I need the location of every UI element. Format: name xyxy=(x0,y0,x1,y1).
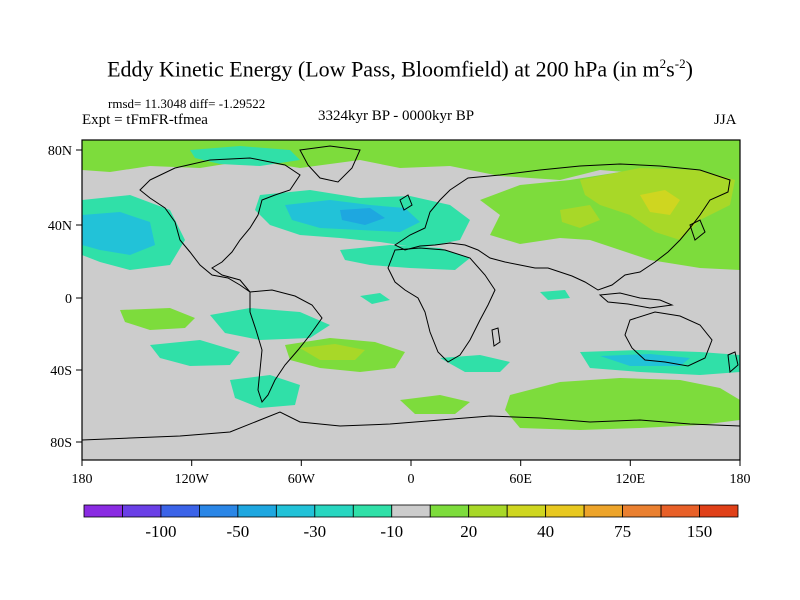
indian-ocean-negative xyxy=(440,355,510,372)
colorbar-box xyxy=(545,504,585,518)
coast-antarctica xyxy=(82,411,740,441)
lat-label-80s: 80S xyxy=(50,436,72,451)
coast-greenland xyxy=(299,145,361,183)
south-pacific-positive xyxy=(120,308,195,330)
south-ocean-negative xyxy=(230,375,300,408)
colorbar-box xyxy=(122,504,162,518)
lon-label-0: 0 xyxy=(408,472,415,487)
coast-eurasia xyxy=(394,163,731,291)
colorbar-box xyxy=(622,504,662,518)
southern-ocean-positive xyxy=(505,378,740,430)
season-label: JJA xyxy=(714,112,737,128)
colorbar-label: 20 xyxy=(460,522,477,541)
colorbar-box xyxy=(699,504,739,518)
lon-tick-120e: 120E xyxy=(616,460,646,487)
lon-tick-60w: 60W xyxy=(288,460,316,487)
longitude-axis: 180 120W 60W 0 60E 120E 180 xyxy=(72,460,751,487)
tropical-patch-2 xyxy=(540,290,570,300)
colorbar-label: 40 xyxy=(537,522,554,541)
map-field xyxy=(82,140,740,460)
colorbar-label: 150 xyxy=(687,522,713,541)
colorbar-box xyxy=(199,504,239,518)
colorbar-label: 75 xyxy=(614,522,631,541)
coastlines xyxy=(82,145,740,441)
lon-tick-60e: 60E xyxy=(509,460,532,487)
coast-north-america xyxy=(139,157,301,293)
colorbar-label: -50 xyxy=(227,522,250,541)
period-label: 3324kyr BP - 0000kyr BP xyxy=(318,108,475,124)
colorbar-box xyxy=(506,504,547,518)
asia-peak-positive xyxy=(640,190,680,215)
coast-africa xyxy=(387,247,496,363)
tropical-patch-1 xyxy=(360,293,390,304)
lat-label-0: 0 xyxy=(65,292,72,307)
coast-new-zealand xyxy=(727,351,739,374)
south-pacific-negative xyxy=(210,308,330,340)
lon-tick-0: 0 xyxy=(408,460,415,487)
north-pacific-core xyxy=(82,212,155,255)
southern-ocean-positive-2 xyxy=(400,395,470,414)
experiment-label: Expt = tFmFR-tfmea xyxy=(82,112,208,128)
colorbar-label: -30 xyxy=(303,522,326,541)
lon-label-120w: 120W xyxy=(175,472,210,487)
lat-tick-0: 0 xyxy=(65,292,82,307)
coast-indonesia xyxy=(598,292,674,309)
lon-label-60w: 60W xyxy=(288,472,316,487)
lat-label-80n: 80N xyxy=(48,144,72,159)
lat-tick-80n: 80N xyxy=(48,144,82,159)
south-atlantic-core xyxy=(300,344,365,360)
coast-south-america xyxy=(249,289,323,403)
colorbar-box xyxy=(583,504,623,518)
lon-label-180w: 180 xyxy=(72,472,93,487)
colorbar-box xyxy=(660,504,700,518)
north-atlantic-peak xyxy=(340,208,385,225)
colorbar-box xyxy=(160,504,200,518)
coast-australia xyxy=(624,311,713,367)
colorbar-box xyxy=(314,504,354,518)
lat-tick-80s: 80S xyxy=(50,436,82,451)
coast-british-isles xyxy=(399,194,413,211)
colorbar-box xyxy=(83,504,123,518)
colorbar-label: -100 xyxy=(145,522,176,541)
subtropical-atlantic-negative xyxy=(340,245,470,270)
lat-tick-40s: 40S xyxy=(50,364,82,379)
lat-label-40n: 40N xyxy=(48,219,72,234)
lat-label-40s: 40S xyxy=(50,364,72,379)
coast-madagascar xyxy=(491,327,501,347)
lon-label-180e: 180 xyxy=(730,472,751,487)
central-asia-positive xyxy=(560,205,600,228)
lon-label-120e: 120E xyxy=(616,472,646,487)
lon-tick-120w: 120W xyxy=(175,460,210,487)
colorbar-box xyxy=(237,504,277,518)
arctic-negative-patch xyxy=(190,146,300,166)
colorbar-box xyxy=(391,504,431,518)
colorbar-box xyxy=(429,504,470,518)
stats-line: rmsd= 11.3048 diff= -1.29522 xyxy=(108,96,266,111)
latitude-axis: 80N 40N 0 40S 80S xyxy=(48,144,82,451)
colorbar-box xyxy=(352,504,393,518)
lon-tick-180w: 180 xyxy=(72,460,93,487)
colorbar: -100 -50 -30 -10 20 40 75 150 xyxy=(83,504,739,541)
colorbar-box xyxy=(275,504,316,518)
colorbar-label: -10 xyxy=(380,522,403,541)
south-pacific-negative-2 xyxy=(150,340,240,366)
colorbar-box xyxy=(468,504,508,518)
lon-label-60e: 60E xyxy=(509,472,532,487)
lon-tick-180e: 180 xyxy=(730,460,751,487)
lat-tick-40n: 40N xyxy=(48,219,82,234)
plot-title: Eddy Kinetic Energy (Low Pass, Bloomfiel… xyxy=(107,56,693,82)
coast-japan xyxy=(689,219,706,241)
